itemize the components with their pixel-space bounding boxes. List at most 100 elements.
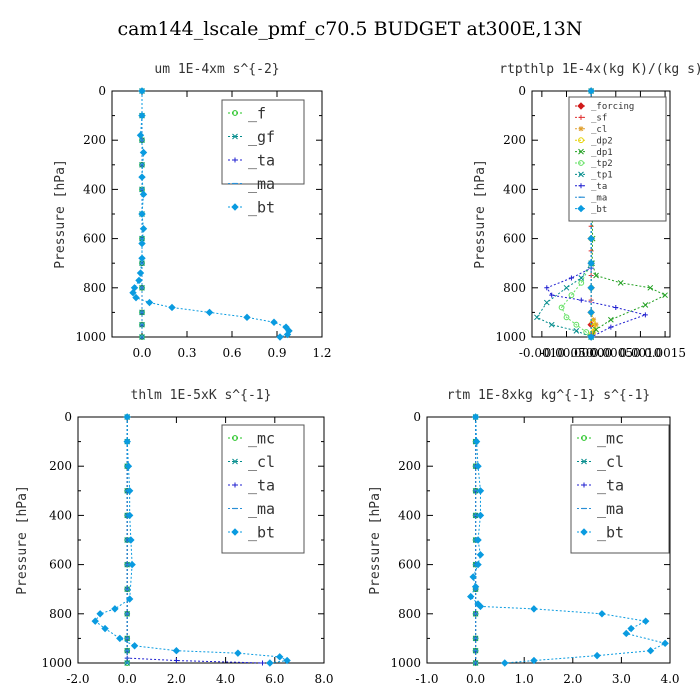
legend-marker xyxy=(578,171,584,178)
data-point-bt xyxy=(127,536,135,544)
x-tick-label: -2.0 xyxy=(66,672,89,686)
data-point-bt xyxy=(123,413,131,421)
legend-marker xyxy=(578,114,584,120)
data-point-bt xyxy=(116,634,124,643)
y-tick-label: 600 xyxy=(503,232,526,246)
data-point-bt xyxy=(474,462,482,470)
legend-label: _bt xyxy=(591,205,607,215)
y-tick-label: 400 xyxy=(398,508,421,522)
data-point-bt xyxy=(145,298,154,307)
legend-marker xyxy=(577,102,585,110)
data-point-dp1 xyxy=(662,292,668,299)
y-axis-label: Pressure [hPa] xyxy=(473,159,488,269)
data-point-bt xyxy=(139,225,148,233)
data-point-dp1 xyxy=(617,280,624,286)
data-point-bt xyxy=(138,210,146,218)
x-tick-label: 0.0 xyxy=(132,346,151,360)
legend: _f _gf _ta _ma _bt xyxy=(221,99,305,216)
data-point-bt xyxy=(91,617,99,625)
panel-title: rtm 1E-8xkg kg^{-1} s^{-1} xyxy=(447,388,651,403)
y-tick-label: 800 xyxy=(83,281,106,295)
legend-label: _bt xyxy=(597,523,624,541)
data-point-bt xyxy=(471,583,480,591)
data-point-bt xyxy=(136,269,145,277)
data-point-bt xyxy=(587,308,595,317)
data-point-bt xyxy=(130,642,139,650)
data-point-bt xyxy=(474,536,482,544)
y-tick-label: 200 xyxy=(49,459,72,473)
panel-title: rtpthlp 1E-4x(kg K)/(kg s) xyxy=(499,62,700,77)
x-tick-label: 0.0 xyxy=(466,672,485,686)
legend-label: _ta xyxy=(248,476,275,494)
data-point-tp1 xyxy=(578,275,585,281)
legend: _mc _cl _ta _ma _bt xyxy=(570,424,670,554)
legend-marker xyxy=(231,203,239,211)
y-axis-label: Pressure [hPa] xyxy=(53,159,68,269)
data-point-dp1 xyxy=(593,272,599,279)
y-tick-label: 1000 xyxy=(390,656,421,670)
legend-marker xyxy=(578,160,584,166)
y-tick-label: 1000 xyxy=(495,330,526,344)
x-tick-label: 1.2 xyxy=(312,346,331,360)
legend-label: _ta xyxy=(597,476,624,494)
data-point-bt xyxy=(139,148,148,157)
legend-label: _tp1 xyxy=(591,171,613,181)
data-point-bt xyxy=(587,333,595,341)
data-point-bt xyxy=(587,87,595,95)
legend-marker xyxy=(577,204,585,213)
legend-label: _ta xyxy=(591,182,607,192)
legend-label: _bt xyxy=(248,523,275,541)
legend-marker xyxy=(232,458,238,465)
legend-label: _cl xyxy=(591,125,607,135)
legend-label: _sf xyxy=(591,114,607,124)
data-point-bt xyxy=(283,656,291,665)
chart-panel-1: um 1E-4xm s^{-2} Pressure [hPa] 0 200 400 600… xyxy=(53,62,332,360)
legend-label: _bt xyxy=(248,198,275,216)
y-axis-label: Pressure [hPa] xyxy=(368,485,383,595)
y-tick-label: 200 xyxy=(398,459,421,473)
legend-label: _ma xyxy=(597,500,624,518)
legend-box xyxy=(568,96,667,222)
y-tick-label: 800 xyxy=(49,607,72,621)
data-point-bt xyxy=(627,624,635,633)
data-point-bt xyxy=(661,639,669,648)
data-point-bt xyxy=(128,560,136,569)
data-point-tp1 xyxy=(534,314,540,321)
x-tick-label: -0.0010 xyxy=(519,346,565,360)
y-tick-label: 600 xyxy=(398,558,421,572)
legend-label: _tp2 xyxy=(591,159,613,169)
y-tick-label: 800 xyxy=(398,607,421,621)
data-point-tp2 xyxy=(563,314,570,321)
legend-marker xyxy=(580,528,588,536)
legend-label: _ma xyxy=(248,500,275,518)
legend-marker xyxy=(232,157,238,163)
data-point-bt xyxy=(138,111,146,120)
data-point-bt xyxy=(125,595,134,603)
data-point-dp1 xyxy=(608,316,614,323)
data-point-dp1 xyxy=(593,326,599,333)
data-point-bt xyxy=(125,511,134,520)
legend-marker xyxy=(232,110,238,116)
x-tick-label: 1.0 xyxy=(515,672,534,686)
x-tick-label: 0.00050 xyxy=(591,346,641,360)
legend-marker xyxy=(578,137,584,144)
data-point-bt xyxy=(138,173,146,181)
legend-label: _mc xyxy=(597,429,624,447)
legend-marker xyxy=(578,183,584,189)
y-tick-label: 200 xyxy=(83,133,106,147)
x-tick-label: 4.0 xyxy=(216,672,235,686)
data-point-bt xyxy=(136,131,145,139)
legend-label: _cl xyxy=(248,453,275,471)
legend-label: _gf xyxy=(248,128,275,146)
data-point-bt xyxy=(471,413,480,421)
data-point-bt xyxy=(124,462,133,470)
legend-label: _ma xyxy=(591,193,607,203)
data-point-bt xyxy=(641,617,650,625)
data-point-tp2 xyxy=(583,329,590,335)
panel-title: thlm 1E-5xK s^{-1} xyxy=(131,388,272,403)
data-point-bt xyxy=(469,573,477,581)
y-tick-label: 600 xyxy=(49,558,72,572)
data-point-bt xyxy=(168,303,176,312)
data-point-bt xyxy=(587,259,595,267)
